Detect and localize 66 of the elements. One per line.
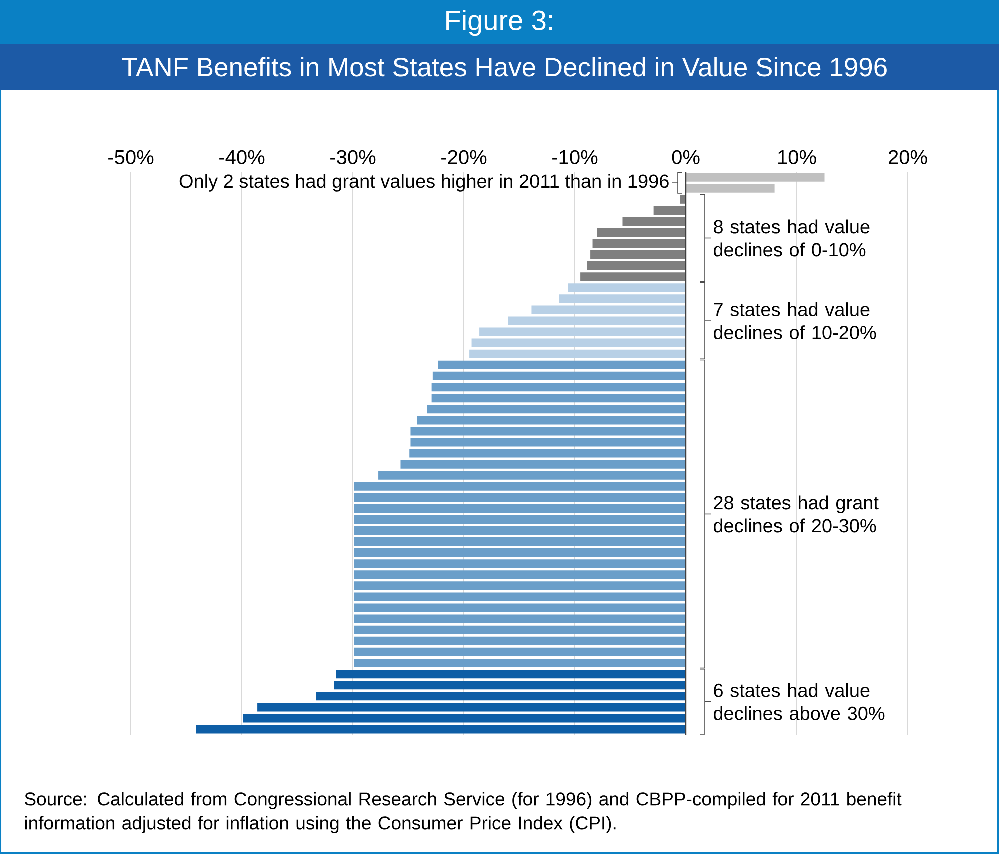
bar [622, 217, 686, 226]
bar [590, 250, 686, 260]
bar [316, 692, 686, 701]
bar [400, 460, 686, 469]
bar [686, 173, 825, 182]
bar [354, 582, 686, 590]
bar [354, 614, 686, 624]
x-tick-label: -50% [108, 150, 154, 164]
x-tick-label: 0% [672, 150, 700, 164]
annotation: 7 states had value declines of 10-20% [714, 302, 876, 340]
annotation: 28 states had grant declines of 20-30% [714, 496, 879, 533]
bar [410, 449, 686, 458]
x-tick-label: 10% [778, 150, 816, 164]
bar [354, 538, 686, 546]
bar [354, 526, 686, 536]
annotation: 6 states had value declines above 30% [714, 683, 885, 720]
bar [354, 493, 686, 502]
bar [432, 372, 686, 381]
bar [336, 670, 686, 679]
annotation: Only 2 states had grant values higher in 2011 than in 1996 [180, 174, 669, 192]
bar [354, 592, 686, 602]
bar [432, 382, 686, 392]
bar [508, 316, 686, 326]
x-tick-label: -40% [220, 150, 265, 164]
chart-title: Figure 3: [446, 10, 552, 36]
bar [597, 228, 686, 238]
bar [410, 438, 686, 447]
bar [354, 648, 686, 657]
bar [410, 427, 686, 436]
bar [354, 658, 686, 668]
bar [354, 504, 686, 514]
bar [334, 681, 686, 690]
bar [472, 338, 686, 348]
bar [354, 626, 686, 634]
bar [354, 604, 686, 612]
annotation: 8 states had value declines of 0-10% [714, 220, 870, 257]
bar [438, 360, 686, 370]
bar [354, 570, 686, 580]
bar [417, 416, 686, 425]
bar [432, 394, 686, 403]
bar [354, 548, 686, 558]
bar [354, 636, 686, 646]
bar [568, 284, 686, 292]
bar [480, 328, 686, 336]
bar [532, 306, 686, 314]
x-tick-label: 20% [888, 150, 928, 164]
source-note: Source: Calculated from Congressional Research Service (for 1996) and CBPP-compiled for 2011 benefit information adjusted for inflation using the Consumer Price Index (CPI). [25, 792, 902, 834]
bar [587, 262, 686, 270]
bar [354, 560, 686, 568]
bar [243, 714, 686, 723]
bar [427, 405, 686, 414]
bar [470, 350, 686, 358]
x-tick-label: -30% [330, 150, 376, 164]
bar [559, 294, 686, 304]
bar [354, 515, 686, 524]
bar [378, 471, 686, 480]
bar [686, 184, 775, 193]
bar [354, 482, 686, 491]
x-tick-label: -10% [552, 150, 598, 164]
bar [196, 725, 686, 734]
x-tick-label: -20% [442, 150, 487, 164]
bar [580, 272, 686, 282]
bar [654, 206, 686, 215]
bar [592, 239, 686, 248]
bar [258, 703, 686, 712]
chart-subtitle: TANF Benefits in Most States Have Declined in Value Since 1996 [122, 57, 887, 77]
